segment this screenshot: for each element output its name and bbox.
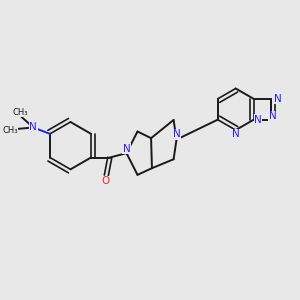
- Text: N: N: [232, 129, 240, 140]
- Text: N: N: [172, 129, 180, 140]
- Text: CH₃: CH₃: [12, 108, 28, 117]
- Text: N: N: [274, 94, 282, 104]
- Text: N: N: [254, 115, 262, 125]
- Text: N: N: [29, 122, 37, 133]
- Text: O: O: [101, 176, 109, 186]
- Text: N: N: [123, 144, 131, 154]
- Text: N: N: [269, 111, 277, 121]
- Text: CH₃: CH₃: [2, 126, 18, 135]
